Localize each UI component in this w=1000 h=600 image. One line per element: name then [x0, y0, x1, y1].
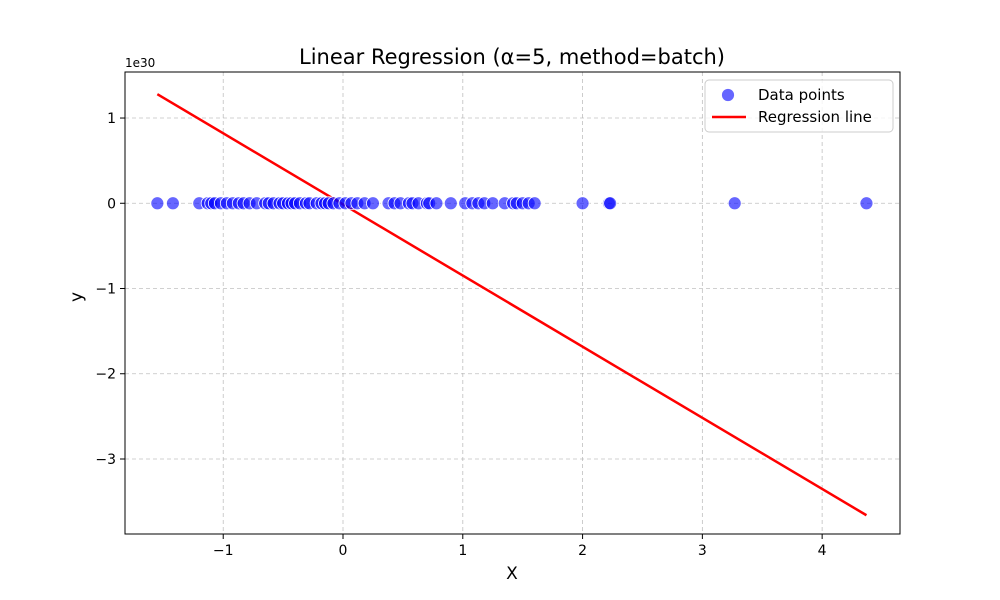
data-point: [727, 196, 742, 211]
y-axis-offset-label: 1e30: [125, 56, 155, 70]
x-tick-label: 0: [339, 543, 348, 559]
x-tick-label: 2: [578, 543, 587, 559]
data-point: [443, 196, 458, 211]
x-axis-ticks: −1 0 1 2 3 4: [213, 534, 827, 559]
regression-line: [156, 93, 868, 517]
data-point: [429, 196, 444, 211]
x-tick-label: −1: [213, 543, 234, 559]
x-tick-label: 3: [698, 543, 707, 559]
y-tick-label: 0: [107, 196, 116, 212]
y-tick-label: −2: [95, 367, 116, 383]
x-tick-label: 4: [818, 543, 827, 559]
data-point: [859, 196, 874, 211]
plot-frame: [124, 71, 901, 535]
x-tick-label: 1: [458, 543, 467, 559]
data-point: [527, 196, 542, 211]
data-point: [366, 196, 380, 211]
x-axis-label: X: [506, 564, 518, 584]
legend-label-data-points: Data points: [758, 86, 845, 104]
y-tick-label: 1: [107, 111, 116, 127]
legend-label-regression-line: Regression line: [758, 108, 872, 126]
legend-marker-data-points: [721, 88, 735, 102]
data-point: [150, 196, 165, 211]
y-tick-label: −3: [95, 452, 116, 468]
data-point: [603, 196, 618, 211]
data-point: [166, 196, 180, 211]
legend-box: [704, 79, 894, 133]
data-points-layer: [150, 196, 874, 211]
y-axis-label: y: [67, 292, 87, 302]
chart-title: Linear Regression (α=5, method=batch): [299, 45, 725, 69]
regression-line-layer: [156, 93, 868, 517]
data-point: [575, 196, 590, 211]
y-tick-label: −1: [95, 282, 116, 298]
data-point: [485, 196, 500, 211]
legend: Data points Regression line: [704, 79, 894, 133]
y-axis-ticks: 1 0 −1 −2 −3: [95, 111, 125, 468]
